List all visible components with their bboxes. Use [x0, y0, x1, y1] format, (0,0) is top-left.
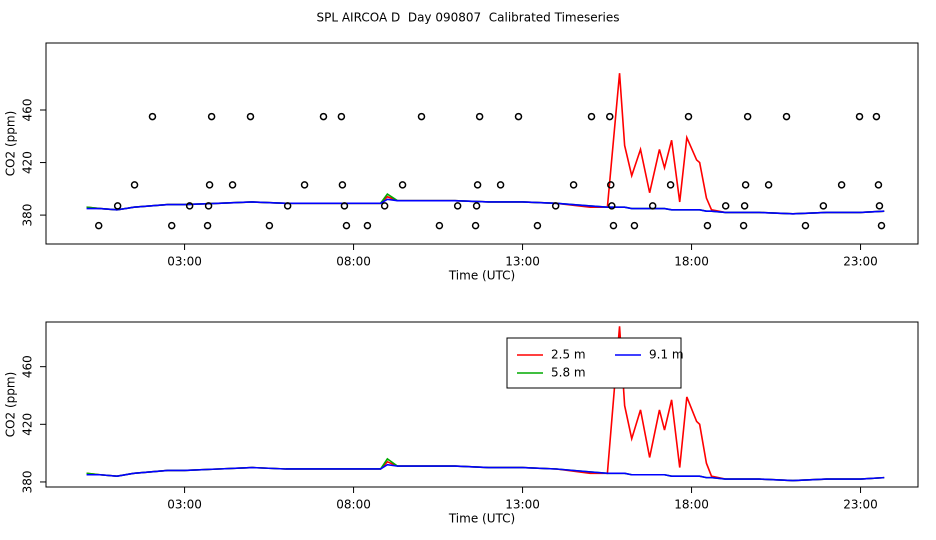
scatter-point [666, 181, 675, 189]
x-tick-label: 23:00 [843, 498, 878, 512]
scatter-point [435, 221, 444, 230]
scatter-point [300, 181, 309, 189]
y-tick-label: 420 [21, 413, 35, 436]
scatter-point [185, 202, 194, 210]
scatter-point [587, 112, 596, 121]
scatter-point [472, 202, 481, 210]
scatter-point [342, 221, 351, 230]
scatter-point [764, 181, 773, 189]
scatter-point [453, 202, 462, 210]
scatter-point [471, 221, 480, 230]
x-tick-label: 13:00 [505, 498, 540, 512]
scatter-point [872, 112, 881, 121]
scatter-point [148, 112, 157, 121]
scatter-point [246, 112, 255, 121]
legend-label: 9.1 m [649, 348, 684, 362]
scatter-point [855, 112, 864, 121]
x-tick-label: 03:00 [167, 498, 202, 512]
scatter-point [319, 112, 328, 121]
scatter-point [337, 112, 346, 121]
x-tick-label: 08:00 [336, 498, 371, 512]
scatter-point [283, 202, 292, 210]
legend-box [506, 337, 682, 389]
scatter-point [875, 202, 884, 210]
scatter-point [205, 181, 214, 189]
scatter-point [340, 202, 349, 210]
legend-label: 2.5 m [551, 348, 586, 362]
x-tick-label: 18:00 [674, 498, 709, 512]
scatter-point [514, 112, 523, 121]
scatter-point [265, 221, 274, 230]
scatter-point [417, 112, 426, 121]
scatter-point [801, 221, 810, 230]
x-tick-label: 18:00 [674, 255, 709, 269]
y-tick-label: 380 [21, 204, 35, 227]
scatter-point [569, 181, 578, 189]
y-axis-label: CO2 (ppm) [4, 111, 18, 177]
figure-title: SPL AIRCOA D Day 090807 Calibrated Times… [316, 11, 619, 25]
scatter-point [380, 202, 389, 210]
scatter-point [113, 202, 122, 210]
scatter-point [203, 221, 212, 230]
scatter-point [721, 202, 730, 210]
scatter-point [533, 221, 542, 230]
scatter-point [648, 202, 657, 210]
scatter-point [473, 181, 482, 189]
legend-label: 5.8 m [551, 366, 586, 380]
scatter-point [130, 181, 139, 189]
scatter-point [874, 181, 883, 189]
scatter-point [94, 221, 103, 230]
scatter-point [609, 221, 618, 230]
scatter-point [684, 112, 693, 121]
scatter-point [607, 181, 615, 189]
scatter-point [630, 221, 639, 230]
scatter-point [228, 181, 237, 189]
plot-frame [45, 321, 919, 488]
scatter-point [743, 112, 752, 121]
y-tick-label: 460 [21, 355, 35, 378]
scatter-point [740, 202, 749, 210]
scatter-point [363, 221, 372, 230]
x-tick-label: 08:00 [336, 255, 371, 269]
scatter-point [606, 112, 614, 121]
series-line [86, 463, 885, 482]
x-axis-label: Time (UTC) [448, 269, 515, 283]
scatter-point [338, 181, 347, 189]
x-tick-label: 23:00 [843, 255, 878, 269]
plot-frame [45, 42, 919, 245]
scatter-point [496, 181, 505, 189]
scatter-point [782, 112, 791, 121]
series-line [86, 326, 885, 482]
scatter-point [819, 202, 828, 210]
scatter-point [837, 181, 846, 189]
scatter-point [877, 221, 886, 230]
scatter-point [608, 202, 616, 210]
y-tick-label: 380 [21, 471, 35, 494]
scatter-point [739, 221, 748, 230]
scatter-point [207, 112, 216, 121]
scatter-point [551, 202, 560, 210]
x-tick-label: 03:00 [167, 255, 202, 269]
y-tick-label: 420 [21, 151, 35, 174]
scatter-point [167, 221, 176, 230]
series-line [86, 198, 885, 215]
scatter-point [475, 112, 484, 121]
x-axis-label: Time (UTC) [448, 512, 515, 526]
scatter-point [398, 181, 407, 189]
y-axis-label: CO2 (ppm) [4, 372, 18, 438]
x-tick-label: 13:00 [505, 255, 540, 269]
scatter-point [204, 202, 213, 210]
series-line [86, 73, 885, 215]
y-tick-label: 460 [21, 99, 35, 122]
scatter-point [741, 181, 750, 189]
scatter-point [703, 221, 712, 230]
